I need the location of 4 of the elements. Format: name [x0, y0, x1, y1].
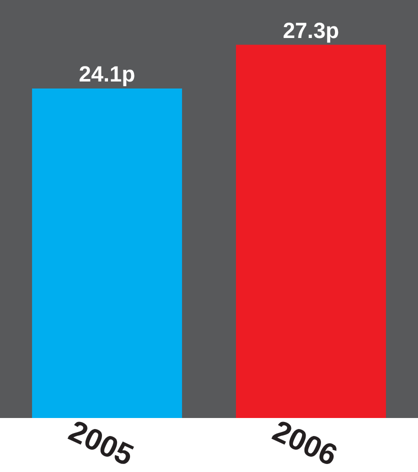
data-label: 27.3p: [282, 18, 340, 43]
data-label: 24.1p: [78, 62, 136, 87]
x-tick-label: 2006: [268, 414, 342, 472]
x-tick-label: 2005: [64, 414, 138, 472]
